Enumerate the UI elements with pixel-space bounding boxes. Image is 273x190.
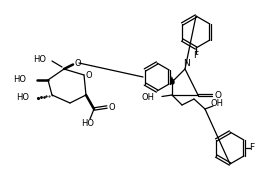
Text: F: F bbox=[250, 143, 254, 153]
Text: O: O bbox=[75, 59, 81, 67]
Text: F: F bbox=[194, 51, 198, 60]
Text: OH: OH bbox=[210, 100, 224, 108]
Text: O: O bbox=[215, 90, 221, 100]
Text: O: O bbox=[86, 70, 92, 79]
Text: HO: HO bbox=[82, 120, 94, 128]
Text: O: O bbox=[109, 102, 115, 112]
Text: OH: OH bbox=[142, 93, 155, 101]
Text: N: N bbox=[183, 59, 189, 67]
Text: HO: HO bbox=[16, 93, 29, 102]
Text: HO: HO bbox=[33, 55, 46, 63]
Text: HO: HO bbox=[13, 75, 26, 85]
